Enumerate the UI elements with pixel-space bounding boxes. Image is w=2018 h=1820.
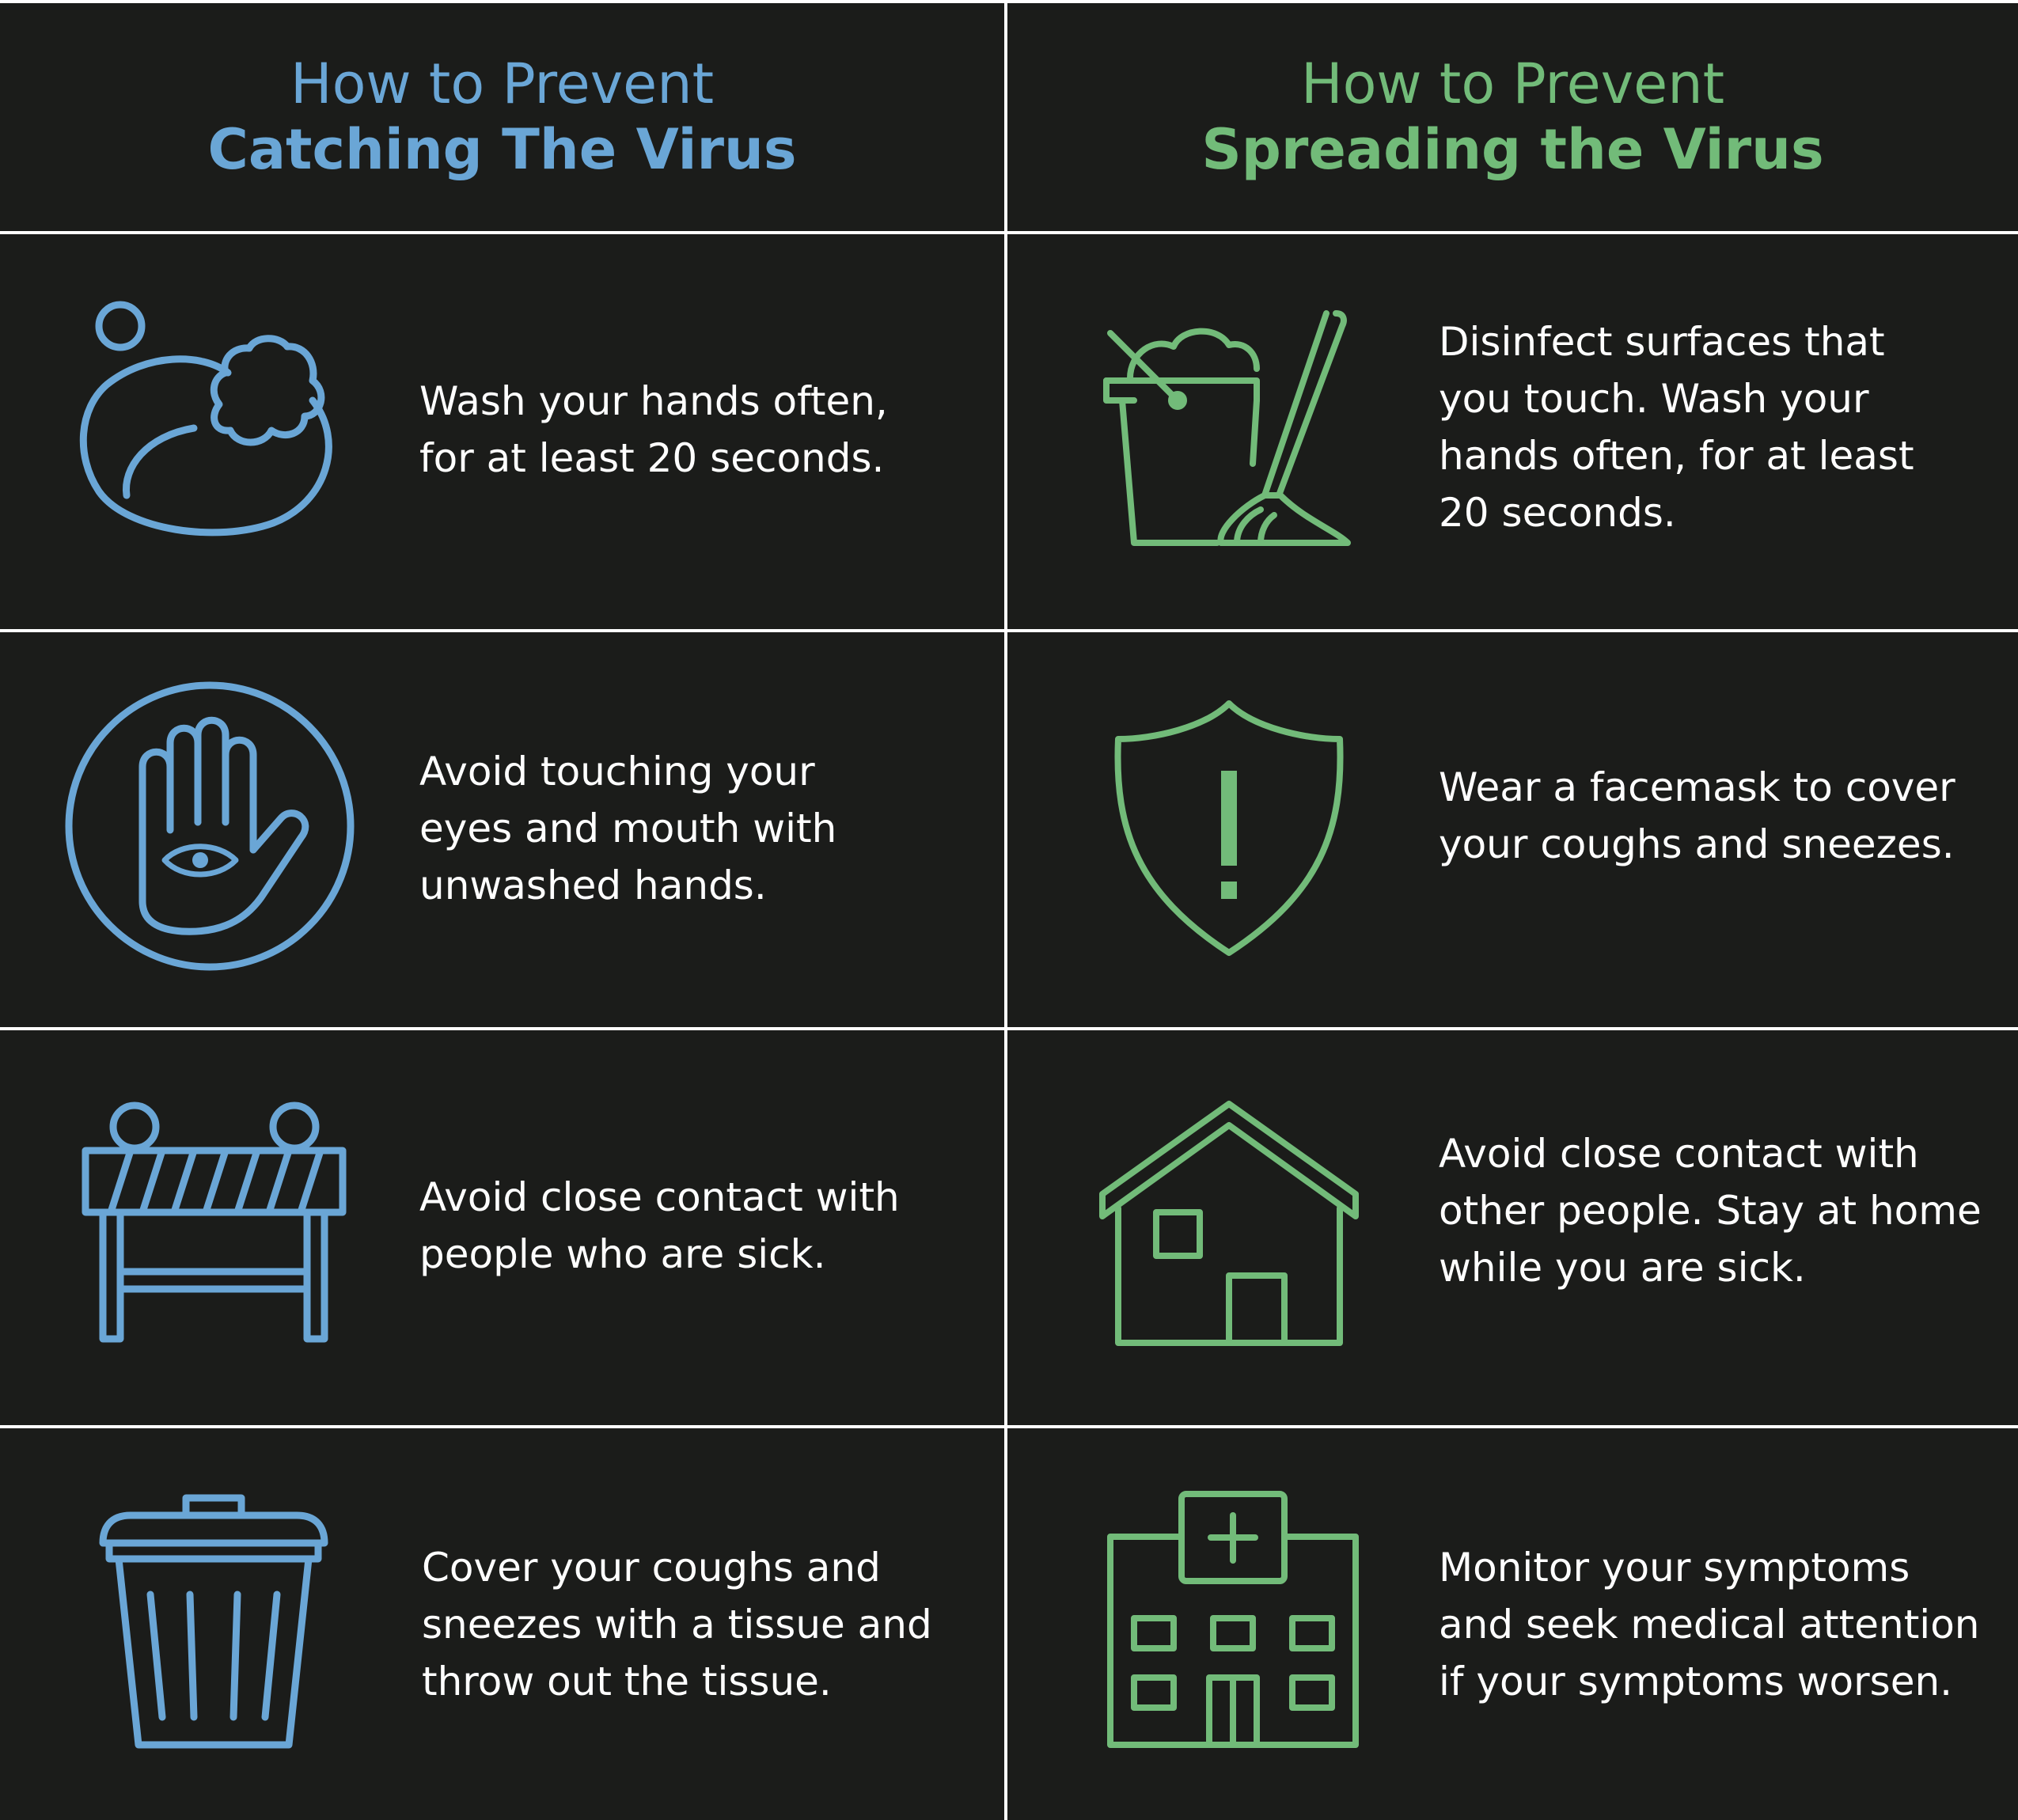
- hospital-icon: [1098, 1488, 1367, 1749]
- catching-tip-row-2: Avoid touching your eyes and mouth with …: [0, 629, 1007, 1027]
- spreading-header: How to Prevent Spreading the Virus: [1007, 0, 2018, 231]
- catching-tip-text-1: Wash your hands often, for at least 20 s…: [419, 378, 888, 481]
- catching-header: How to Prevent Catching The Virus: [0, 0, 1007, 231]
- spreading-tip-row-2: Wear a facemask to cover your coughs and…: [1007, 629, 2018, 1027]
- catching-tip-row-4: Cover your coughs and sneezes with a tis…: [0, 1425, 1007, 1820]
- catching-heading-line1: How to Prevent: [290, 51, 715, 116]
- raised-hand-eye-icon: [63, 680, 356, 973]
- spreading-tip-text-1: Disinfect surfaces that you touch. Wash …: [1439, 319, 1914, 536]
- spreading-heading-line1: How to Prevent: [1300, 51, 1725, 116]
- catching-tip-text-2: Avoid touching your eyes and mouth with …: [419, 749, 837, 908]
- catching-tip-row-3: Avoid close contact with people who are …: [0, 1027, 1007, 1425]
- spreading-tip-text-4: Monitor your symptoms and seek medical a…: [1439, 1545, 1980, 1704]
- spreading-tip-text-3: Avoid close contact with other people. S…: [1439, 1131, 1982, 1291]
- house-icon: [1098, 1098, 1360, 1351]
- spreading-tip-row-3: Avoid close contact with other people. S…: [1007, 1027, 2018, 1425]
- soap-icon: [75, 298, 344, 559]
- spreading-tip-text-2: Wear a facemask to cover your coughs and…: [1439, 764, 1955, 867]
- catching-heading-line2: Catching The Virus: [207, 117, 797, 182]
- catching-tip-text-4: Cover your coughs and sneezes with a tis…: [422, 1545, 932, 1704]
- catching-tip-row-1: Wash your hands often, for at least 20 s…: [0, 231, 1007, 629]
- shield-alert-icon: [1106, 696, 1352, 957]
- trash-can-icon: [95, 1492, 332, 1753]
- spreading-tip-row-1: Disinfect surfaces that you touch. Wash …: [1007, 231, 2018, 629]
- spreading-tip-row-4: Monitor your symptoms and seek medical a…: [1007, 1425, 2018, 1820]
- catching-tip-text-3: Avoid close contact with people who are …: [419, 1174, 900, 1277]
- bucket-mop-icon: [1098, 305, 1360, 559]
- barrier-icon: [79, 1101, 348, 1347]
- spreading-heading-line2: Spreading the Virus: [1201, 117, 1824, 182]
